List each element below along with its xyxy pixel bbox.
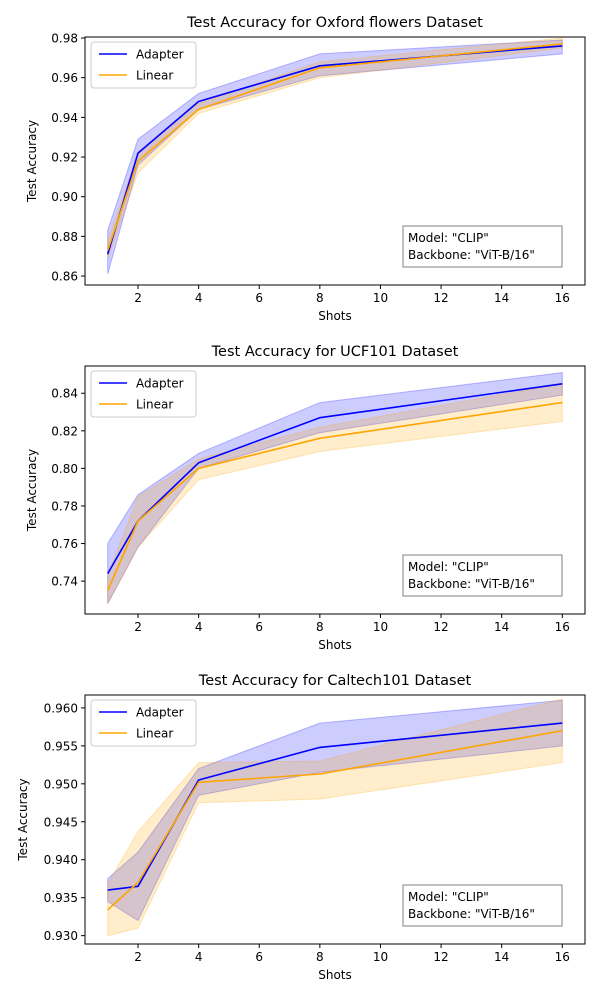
band-adapter — [107, 39, 563, 275]
x-tick-label: 8 — [316, 620, 324, 634]
annotation-frame — [402, 554, 563, 597]
legend-label-adapter: Adapter — [136, 48, 184, 62]
chart-title: Test Accuracy for Oxford flowers Dataset — [186, 15, 483, 31]
band-adapter — [107, 372, 563, 604]
annotation-box: Model: "CLIP" Backbone: "ViT-B/16" — [402, 554, 563, 597]
y-tick-label: 0.82 — [51, 424, 78, 438]
series-line-adapter — [107, 383, 563, 574]
x-tick-label: 16 — [555, 620, 570, 634]
annotation-line: Model: "CLIP" — [408, 560, 489, 574]
x-tick-label: 2 — [134, 291, 142, 305]
y-tick-label: 0.86 — [51, 270, 78, 284]
chart-panel-2: 2 4 6 8 10 12 14 16 0.74 0.76 0.78 0.80 0.82 0.84 Test… — [25, 344, 586, 652]
annotation-frame — [402, 884, 563, 927]
x-tick-label: 10 — [373, 950, 388, 964]
x-tick-label: 12 — [433, 291, 448, 305]
y-tick-label: 0.80 — [51, 462, 78, 476]
x-tick-label: 16 — [555, 950, 570, 964]
legend-label-linear: Linear — [136, 398, 173, 412]
annotation-box: Model: "CLIP" Backbone: "ViT-B/16" — [402, 884, 563, 927]
y-tick-label: 0.74 — [51, 575, 78, 589]
y-tick-label: 0.960 — [44, 701, 78, 715]
x-tick-label: 8 — [316, 950, 324, 964]
band-linear — [107, 698, 563, 937]
x-tick-label: 16 — [555, 291, 570, 305]
series-line-linear — [107, 729, 563, 911]
x-axis-label: Shots — [318, 968, 352, 982]
annotation-line: Backbone: "ViT-B/16" — [408, 577, 535, 591]
annotation-line: Model: "CLIP" — [408, 890, 489, 904]
legend-label-linear: Linear — [136, 69, 173, 83]
band-linear — [107, 383, 563, 604]
x-tick-label: 14 — [494, 620, 509, 634]
x-tick-label: 8 — [316, 291, 324, 305]
y-tick-label: 0.98 — [51, 31, 78, 45]
plot-frame — [84, 36, 586, 286]
band-linear — [107, 37, 563, 259]
y-axis-label: Test Accuracy — [25, 120, 39, 203]
series-line-adapter — [107, 722, 563, 891]
x-tick-label: 10 — [373, 291, 388, 305]
y-tick-label: 0.88 — [51, 230, 78, 244]
y-axis-label: Test Accuracy — [16, 778, 30, 861]
x-tick-label: 6 — [255, 291, 263, 305]
y-tick-label: 0.94 — [51, 111, 78, 125]
series-line-linear — [106, 401, 563, 591]
x-tick-label: 2 — [134, 950, 142, 964]
legend: Adapter Linear — [90, 699, 197, 747]
x-tick-label: 12 — [433, 620, 448, 634]
y-tick-label: 0.96 — [51, 71, 78, 85]
y-tick-label: 0.90 — [51, 190, 78, 204]
y-tick-label: 0.78 — [51, 499, 78, 513]
chart-title: Test Accuracy for UCF101 Dataset — [211, 344, 459, 360]
x-tick-label: 4 — [195, 620, 203, 634]
legend-label-adapter: Adapter — [136, 377, 184, 391]
y-tick-label: 0.945 — [44, 815, 78, 829]
legend-label-linear: Linear — [136, 727, 173, 741]
annotation-frame — [402, 225, 563, 268]
x-tick-label: 14 — [494, 950, 509, 964]
x-tick-label: 2 — [134, 620, 142, 634]
x-axis-label: Shots — [318, 638, 352, 652]
chart-title: Test Accuracy for Caltech101 Dataset — [198, 673, 472, 689]
y-tick-label: 0.950 — [44, 777, 78, 791]
plot-frame — [84, 694, 586, 945]
y-tick-label: 0.92 — [51, 151, 78, 165]
x-tick-label: 4 — [195, 291, 203, 305]
x-tick-label: 12 — [433, 950, 448, 964]
y-axis-label: Test Accuracy — [25, 449, 39, 532]
plot-frame — [84, 365, 586, 615]
series-line-linear — [106, 43, 563, 251]
band-adapter — [107, 699, 563, 922]
annotation-line: Backbone: "ViT-B/16" — [408, 907, 535, 921]
y-tick-label: 0.955 — [44, 739, 78, 753]
x-tick-label: 14 — [494, 291, 509, 305]
x-axis-label: Shots — [318, 309, 352, 323]
annotation-line: Backbone: "ViT-B/16" — [408, 248, 535, 262]
y-tick-label: 0.84 — [51, 387, 78, 401]
chart-panel-1: 2 4 6 8 10 12 14 16 0.86 0.88 0.90 0.92 0.94 0.96 0.98… — [25, 15, 586, 323]
y-tick-label: 0.76 — [51, 537, 78, 551]
legend: Adapter Linear — [90, 370, 197, 418]
x-tick-label: 4 — [195, 950, 203, 964]
x-tick-label: 6 — [255, 620, 263, 634]
y-tick-label: 0.930 — [44, 929, 78, 943]
legend-label-adapter: Adapter — [136, 706, 184, 720]
annotation-line: Model: "CLIP" — [408, 231, 489, 245]
x-tick-label: 6 — [255, 950, 263, 964]
chart-panel-3: 2 4 6 8 10 12 14 16 0.930 0.935 0.940 0.945 0.950 0.9… — [16, 673, 586, 982]
x-tick-label: 10 — [373, 620, 388, 634]
legend: Adapter Linear — [90, 41, 197, 89]
y-tick-label: 0.935 — [44, 891, 78, 905]
annotation-box: Model: "CLIP" Backbone: "ViT-B/16" — [402, 225, 563, 268]
y-tick-label: 0.940 — [44, 853, 78, 867]
